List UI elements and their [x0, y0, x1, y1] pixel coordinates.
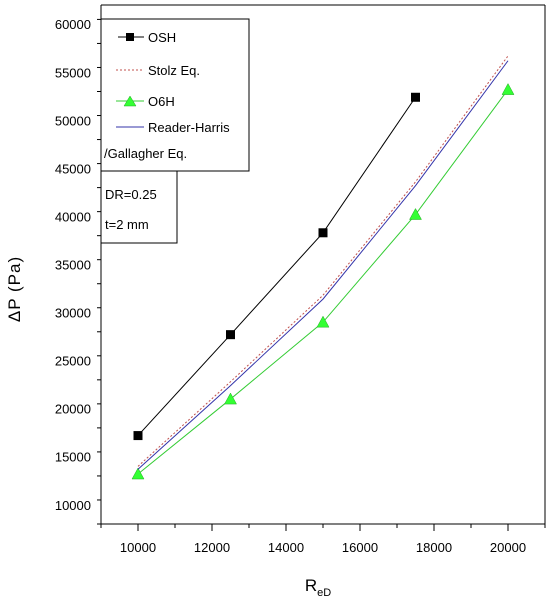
data-point-o6h — [501, 83, 515, 95]
y-tick-label: 25000 — [55, 354, 91, 369]
annotation-dr: DR=0.25 — [105, 187, 157, 202]
axis-ticks: 10000 12000 14000 16000 18000 20000 10000 15000… — [55, 17, 546, 555]
legend-marker-triangle — [123, 95, 137, 107]
legend-label-o6h: O6H — [148, 94, 175, 109]
legend: OSH Stolz Eq. O6H Reader-Harris /Gallagh… — [100, 18, 250, 244]
x-tick-label: 12000 — [194, 540, 230, 555]
legend-label-gallagher: /Gallagher Eq. — [104, 146, 187, 161]
legend-box — [100, 18, 250, 172]
legend-marker-square — [126, 33, 134, 41]
data-point-osh — [318, 228, 328, 238]
y-tick-label: 10000 — [55, 498, 91, 513]
data-point-o6h — [316, 315, 330, 328]
data-point-osh — [411, 92, 420, 102]
x-tick-label: 14000 — [268, 540, 304, 555]
data-point-osh — [226, 330, 235, 340]
legend-label-osh: OSH — [148, 30, 176, 45]
y-tick-label: 15000 — [55, 450, 91, 465]
legend-label-reader-harris: Reader-Harris — [148, 120, 230, 135]
y-tick-label: 40000 — [55, 209, 91, 224]
x-tick-label: 10000 — [120, 540, 156, 555]
data-point-o6h — [131, 467, 145, 480]
y-tick-label: 35000 — [55, 258, 91, 273]
y-axis-title: ΔP (Pa) — [5, 256, 24, 322]
y-tick-label: 60000 — [55, 17, 91, 32]
series-line-osh — [137, 96, 416, 436]
y-tick-label: 50000 — [55, 113, 91, 128]
data-point-o6h — [224, 392, 237, 405]
data-point-osh — [133, 431, 143, 441]
x-tick-label: 18000 — [416, 540, 452, 555]
y-tick-label: 45000 — [55, 161, 91, 176]
series-line-reader-harris-gallagher-eq — [137, 60, 509, 470]
y-tick-label: 20000 — [55, 402, 91, 417]
x-axis-title: ReD — [305, 576, 331, 599]
legend-label-stolz: Stolz Eq. — [148, 63, 200, 78]
x-tick-label: 16000 — [342, 540, 378, 555]
data-point-o6h — [409, 208, 422, 220]
series-layer — [131, 55, 515, 480]
y-tick-label: 55000 — [55, 65, 91, 80]
y-tick-label: 30000 — [55, 306, 91, 321]
annotation-box — [100, 170, 178, 244]
x-tick-label: 20000 — [490, 540, 526, 555]
annotation-thickness: t=2 mm — [105, 217, 149, 232]
